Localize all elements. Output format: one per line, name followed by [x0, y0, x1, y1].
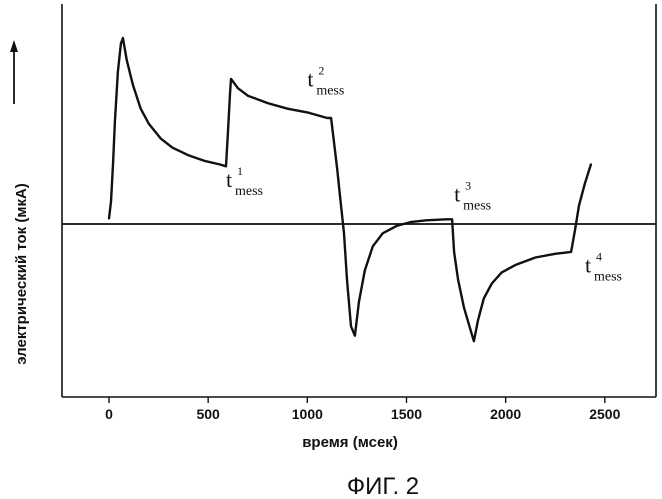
annotation-sup: 3: [465, 179, 471, 193]
current-series-line: [107, 36, 593, 343]
x-tick-label: 500: [196, 406, 220, 422]
annotation-sup: 4: [596, 249, 602, 263]
annotation-t-mess-1: t 1 mess: [226, 164, 263, 199]
x-tick-label: 2000: [490, 406, 521, 422]
annotation-sup: 2: [318, 63, 324, 77]
figure-caption: ФИГ. 2: [347, 473, 419, 499]
annotation-t-mess-4: t 4 mess: [585, 249, 622, 284]
y-axis-title-group: электрический ток (мкА): [10, 40, 30, 365]
x-tick-label: 2500: [589, 406, 620, 422]
y-axis-title: электрический ток (мкА): [13, 183, 30, 365]
x-tick-label: 1000: [292, 406, 323, 422]
x-tick-label: 0: [105, 406, 113, 422]
annotation-sub: mess: [463, 199, 491, 214]
x-tick-label: 1500: [391, 406, 422, 422]
annotation-base: t: [585, 252, 591, 277]
annotation-sub: mess: [235, 184, 263, 199]
annotation-base: t: [307, 66, 313, 91]
x-axis-title: время (мсек): [302, 434, 398, 451]
annotation-t-mess-3: t 3 mess: [454, 179, 491, 214]
annotation-t-mess-2: t 2 mess: [307, 63, 344, 98]
annotation-sub: mess: [594, 269, 622, 284]
annotation-base: t: [226, 167, 232, 192]
annotation-sup: 1: [237, 164, 243, 178]
y-axis-arrow-head: [10, 40, 18, 52]
annotation-base: t: [454, 182, 460, 207]
annotation-sub: mess: [316, 83, 344, 98]
